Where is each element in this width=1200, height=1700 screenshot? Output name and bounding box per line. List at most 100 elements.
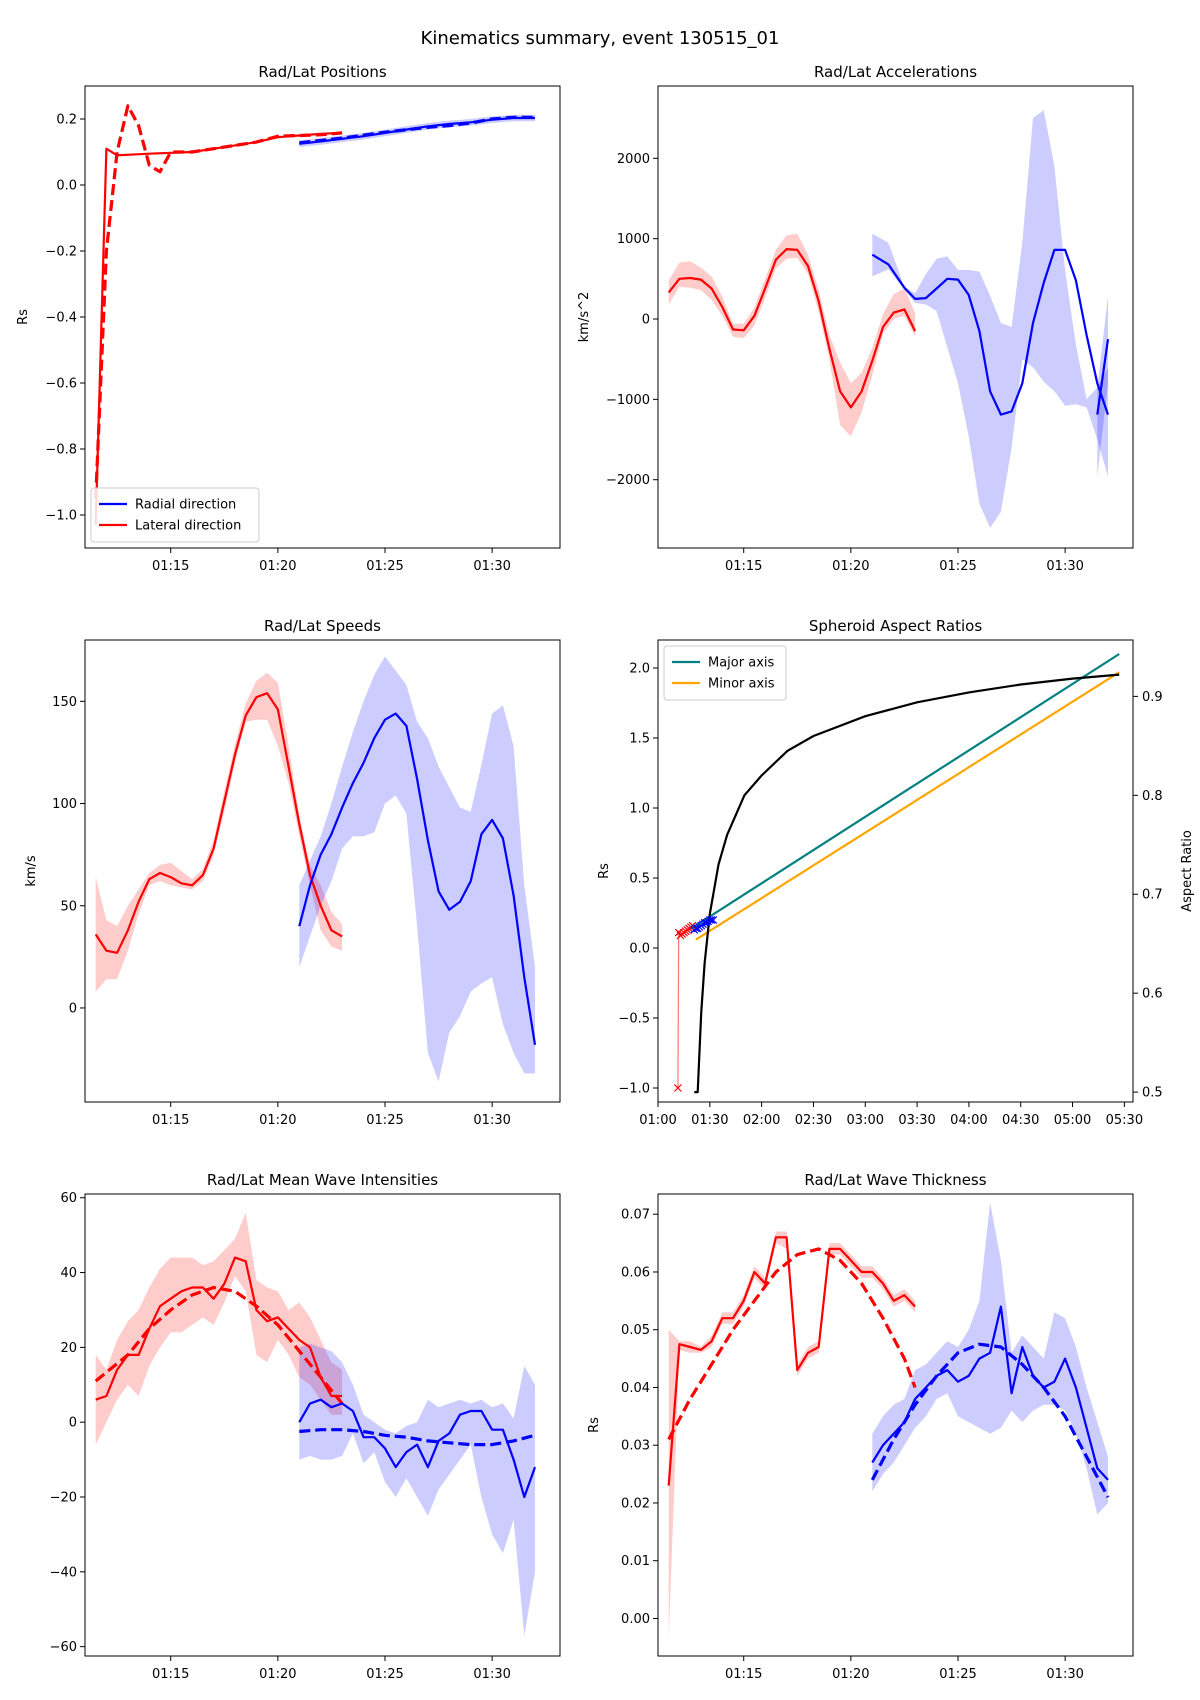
y-tick-label: 1000 bbox=[617, 232, 650, 247]
axes-frame bbox=[84, 85, 561, 549]
red-uncertainty-band bbox=[668, 233, 916, 437]
y-tick-label: 50 bbox=[60, 899, 77, 914]
y-tick-label: −60 bbox=[50, 1640, 77, 1655]
y-tick-label: 0.07 bbox=[621, 1208, 650, 1223]
x-tick-label: 01:15 bbox=[152, 1113, 189, 1128]
y-tick-label: 0.03 bbox=[621, 1439, 650, 1454]
y-tick-label: 1.5 bbox=[629, 732, 650, 747]
y2-tick-label: 0.7 bbox=[1142, 888, 1163, 903]
y-tick-label: 0.0 bbox=[56, 179, 77, 194]
x-tick-label: 03:00 bbox=[847, 1113, 884, 1128]
legend-label: Minor axis bbox=[708, 677, 775, 692]
x-tick-label: 01:20 bbox=[259, 1113, 296, 1128]
axes-frame bbox=[84, 639, 561, 1103]
legend-label: Major axis bbox=[708, 656, 774, 671]
x-tick-label: 01:25 bbox=[366, 1667, 403, 1682]
legend-label: Radial direction bbox=[135, 498, 236, 513]
blue-uncertainty-band bbox=[1097, 296, 1108, 477]
y-tick-label: 100 bbox=[52, 797, 77, 812]
x-tick-label: 01:25 bbox=[939, 1667, 976, 1682]
y-tick-label: 150 bbox=[52, 695, 77, 710]
major-axis-line bbox=[688, 653, 1120, 931]
x-tick-label: 01:30 bbox=[691, 1113, 728, 1128]
legend-box bbox=[663, 645, 787, 701]
x-tick-label: 02:30 bbox=[795, 1113, 832, 1128]
panel-title: Rad/Lat Positions bbox=[258, 63, 386, 81]
axes-frame bbox=[657, 639, 1134, 1103]
plot-area bbox=[94, 1212, 537, 1636]
y-tick-label: 2.0 bbox=[629, 662, 650, 677]
red-solid-line bbox=[95, 1256, 343, 1401]
intensities-panel: Rad/Lat Mean Wave Intensities 01:15 01:20 0… bbox=[50, 1171, 561, 1682]
blue-point-marker bbox=[707, 916, 716, 924]
blue-uncertainty-band bbox=[872, 1202, 1108, 1515]
x-tick-label: 01:15 bbox=[152, 1667, 189, 1682]
y-tick-label: 0.01 bbox=[621, 1554, 650, 1569]
y-tick-label: −1.0 bbox=[45, 509, 77, 524]
y2-axis-label: Aspect Ratio bbox=[1180, 830, 1195, 912]
panel-title: Rad/Lat Wave Thickness bbox=[804, 1171, 986, 1189]
y-tick-label: 20 bbox=[60, 1341, 77, 1356]
red-uncertainty-band bbox=[95, 1212, 343, 1445]
red-solid-line bbox=[677, 925, 693, 1089]
x-tick-label: 01:20 bbox=[832, 559, 869, 574]
blue-solid-line bbox=[298, 712, 537, 1045]
y2-tick-label: 0.6 bbox=[1142, 987, 1163, 1002]
red-solid-line bbox=[667, 248, 917, 409]
y-tick-label: −0.5 bbox=[618, 1012, 650, 1027]
x-tick-label: 01:00 bbox=[639, 1113, 676, 1128]
black-solid-line bbox=[694, 673, 1120, 1094]
x-tick-label: 01:20 bbox=[259, 559, 296, 574]
x-tick-label: 05:00 bbox=[1054, 1113, 1091, 1128]
plot-area bbox=[667, 110, 1110, 528]
y2-tick-label: 0.5 bbox=[1142, 1086, 1163, 1101]
x-tick-label: 04:00 bbox=[950, 1113, 987, 1128]
x-tick-label: 01:30 bbox=[473, 559, 510, 574]
legend: Major axis Minor axis bbox=[663, 645, 787, 701]
lateral-direction-line bbox=[94, 131, 343, 525]
plot-area bbox=[94, 656, 537, 1082]
blue-uncertainty-band bbox=[872, 110, 1108, 528]
x-tick-label: 01:25 bbox=[939, 559, 976, 574]
panel-title: Rad/Lat Accelerations bbox=[814, 63, 977, 81]
y-tick-label: 0.05 bbox=[621, 1323, 650, 1338]
y-tick-label: −0.4 bbox=[45, 311, 77, 326]
x-tick-label: 02:00 bbox=[743, 1113, 780, 1128]
x-tick-label: 01:15 bbox=[725, 1667, 762, 1682]
y-tick-label: 0.02 bbox=[621, 1496, 650, 1511]
minor-axis-line bbox=[695, 671, 1120, 941]
blue-dashed-line bbox=[299, 115, 535, 145]
blue-point-marker bbox=[705, 916, 714, 924]
x-tick-label: 04:30 bbox=[1002, 1113, 1039, 1128]
red-dashed-line bbox=[94, 104, 343, 499]
x-tick-label: 05:30 bbox=[1106, 1113, 1143, 1128]
axes-frame bbox=[657, 85, 1134, 549]
blue-uncertainty-band bbox=[299, 1343, 535, 1636]
x-tick-label: 01:25 bbox=[366, 559, 403, 574]
red-solid-line bbox=[667, 1236, 916, 1486]
y-tick-label: 0.2 bbox=[56, 113, 77, 128]
aspect-ratios-panel: Spheroid Aspect Ratios 01:00 01:30 02:00 02:… bbox=[597, 617, 1195, 1128]
legend-box bbox=[90, 487, 260, 543]
blue-solid-line bbox=[1096, 338, 1110, 415]
y-tick-label: 0.06 bbox=[621, 1265, 650, 1280]
panel-title: Rad/Lat Mean Wave Intensities bbox=[207, 1171, 438, 1189]
y-axis-label: Rs bbox=[597, 863, 612, 879]
y-tick-label: 0.0 bbox=[629, 942, 650, 957]
y2-tick-label: 0.8 bbox=[1142, 789, 1163, 804]
x-tick-label: 01:30 bbox=[1046, 559, 1083, 574]
x-tick-label: 03:30 bbox=[898, 1113, 935, 1128]
y-tick-label: −1000 bbox=[606, 393, 650, 408]
y-tick-label: 0.00 bbox=[621, 1612, 650, 1627]
legend-label: Lateral direction bbox=[135, 519, 241, 534]
x-tick-label: 01:20 bbox=[832, 1667, 869, 1682]
y-tick-label: 40 bbox=[60, 1266, 77, 1281]
plot-area bbox=[667, 1202, 1110, 1639]
red-uncertainty-band bbox=[95, 672, 343, 992]
axes-frame bbox=[657, 1193, 1134, 1657]
blue-dashed-line bbox=[299, 1428, 536, 1447]
x-tick-label: 01:30 bbox=[1046, 1667, 1083, 1682]
y-tick-label: −0.2 bbox=[45, 245, 77, 260]
blue-solid-line bbox=[298, 1398, 537, 1499]
